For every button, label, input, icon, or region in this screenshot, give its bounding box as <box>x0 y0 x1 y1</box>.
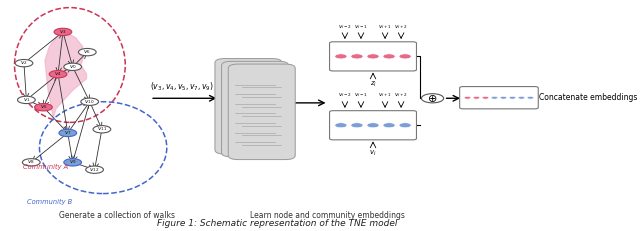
Text: $v_{9}$: $v_{9}$ <box>68 158 77 166</box>
Text: $v_{2}$: $v_{2}$ <box>20 59 28 67</box>
Text: $v_{7}$: $v_{7}$ <box>64 129 72 137</box>
Circle shape <box>399 54 412 59</box>
Text: Community B: Community B <box>28 199 72 205</box>
Circle shape <box>54 28 72 36</box>
Text: $v_{i-2}$: $v_{i-2}$ <box>338 23 352 30</box>
Text: $v_{i+1}$: $v_{i+1}$ <box>378 23 392 30</box>
Text: $v_{5}$: $v_{5}$ <box>40 103 47 111</box>
Circle shape <box>81 98 99 105</box>
FancyBboxPatch shape <box>330 111 417 140</box>
Circle shape <box>383 123 395 128</box>
FancyBboxPatch shape <box>221 61 289 157</box>
Circle shape <box>22 159 40 166</box>
Circle shape <box>500 96 507 99</box>
Circle shape <box>15 59 33 67</box>
Circle shape <box>527 96 534 99</box>
Circle shape <box>351 54 363 59</box>
Text: $v_{6}$: $v_{6}$ <box>83 48 91 56</box>
Circle shape <box>383 54 395 59</box>
Text: $v_{i-2}$: $v_{i-2}$ <box>338 91 352 99</box>
Text: Community A: Community A <box>23 164 68 170</box>
Text: $v_{0}$: $v_{0}$ <box>68 63 77 71</box>
Circle shape <box>64 63 81 70</box>
Circle shape <box>93 126 111 133</box>
Text: Concatenate embeddings: Concatenate embeddings <box>540 93 637 102</box>
Circle shape <box>49 70 67 78</box>
Circle shape <box>464 96 471 99</box>
Circle shape <box>518 96 525 99</box>
Circle shape <box>367 54 379 59</box>
Circle shape <box>351 123 363 128</box>
FancyBboxPatch shape <box>330 42 417 71</box>
FancyBboxPatch shape <box>228 64 295 160</box>
Text: $v_{i-1}$: $v_{i-1}$ <box>354 23 368 30</box>
Text: $v_{1}$: $v_{1}$ <box>22 96 30 104</box>
Text: $v_{i+1}$: $v_{i+1}$ <box>378 91 392 99</box>
Circle shape <box>35 103 52 111</box>
Text: $v_{3}$: $v_{3}$ <box>59 28 67 36</box>
Circle shape <box>367 123 379 128</box>
Text: $v_{4}$: $v_{4}$ <box>54 70 62 78</box>
Polygon shape <box>45 33 86 118</box>
Circle shape <box>482 96 489 99</box>
Circle shape <box>491 96 498 99</box>
Circle shape <box>86 166 104 173</box>
Text: Generate a collection of walks: Generate a collection of walks <box>59 211 175 220</box>
Circle shape <box>79 49 96 56</box>
Text: $(v_3, v_4, v_5, v_7, v_9)$: $(v_3, v_4, v_5, v_7, v_9)$ <box>150 81 214 93</box>
Circle shape <box>64 159 81 166</box>
FancyBboxPatch shape <box>215 58 282 154</box>
Circle shape <box>473 96 480 99</box>
Text: $v_{i-1}$: $v_{i-1}$ <box>354 91 368 99</box>
Text: Learn node and community embeddings: Learn node and community embeddings <box>250 211 404 220</box>
Circle shape <box>335 123 347 128</box>
Text: Figure 1: Schematic representation of the TNE model: Figure 1: Schematic representation of th… <box>157 219 397 228</box>
Text: $v_{i+2}$: $v_{i+2}$ <box>394 91 408 99</box>
Text: $v_{11}$: $v_{11}$ <box>97 125 107 133</box>
Text: $z_i$: $z_i$ <box>369 80 376 89</box>
Circle shape <box>509 96 516 99</box>
Circle shape <box>399 123 412 128</box>
Text: $v_i$: $v_i$ <box>369 149 377 158</box>
Text: $v_{8}$: $v_{8}$ <box>28 158 35 166</box>
Text: $v_{10}$: $v_{10}$ <box>84 98 95 106</box>
Text: $v_{12}$: $v_{12}$ <box>90 166 100 174</box>
Circle shape <box>59 129 77 137</box>
Text: $\oplus$: $\oplus$ <box>428 93 438 104</box>
Circle shape <box>335 54 347 59</box>
Circle shape <box>422 94 444 103</box>
Text: $v_{i+2}$: $v_{i+2}$ <box>394 23 408 30</box>
FancyBboxPatch shape <box>460 87 538 109</box>
Circle shape <box>17 96 35 103</box>
